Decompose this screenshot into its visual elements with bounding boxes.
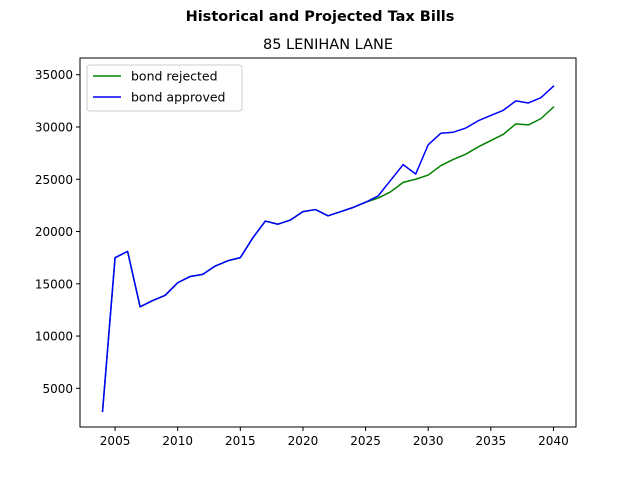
legend: bond rejected bond approved (86, 64, 243, 112)
y-tick-label: 30000 (35, 120, 73, 134)
series-lines (101, 85, 555, 413)
x-tick-label: 2025 (350, 434, 381, 448)
x-tick-label: 2035 (476, 434, 507, 448)
x-tick-label: 2005 (100, 434, 131, 448)
x-tick-label: 2010 (162, 434, 193, 448)
y-tick-label: 5000 (42, 382, 73, 396)
y-tick-label: 20000 (35, 225, 73, 239)
chart-suptitle: Historical and Projected Tax Bills (186, 9, 455, 25)
y-tick-label: 25000 (35, 173, 73, 187)
legend-label-bond-approved: bond approved (131, 90, 225, 105)
y-axis-ticks: 5000 10000 15000 20000 25000 30000 35000 (35, 68, 80, 396)
y-tick-label: 35000 (35, 68, 73, 82)
chart-title: 85 LENIHAN LANE (263, 37, 393, 53)
y-tick-label: 15000 (35, 277, 73, 291)
x-tick-label: 2015 (225, 434, 256, 448)
x-tick-label: 2020 (288, 434, 319, 448)
plot-area-frame (79, 57, 577, 428)
y-tick-label: 10000 (35, 330, 73, 344)
legend-label-bond-rejected: bond rejected (131, 69, 218, 84)
x-tick-label: 2030 (413, 434, 444, 448)
series-line-bond-rejected (101, 106, 555, 413)
legend-box (86, 64, 243, 112)
x-tick-label: 2040 (538, 434, 569, 448)
series-line-bond-approved (101, 85, 555, 413)
x-axis-ticks: 2005 2010 2015 2020 2025 2030 2035 2040 (100, 427, 569, 448)
